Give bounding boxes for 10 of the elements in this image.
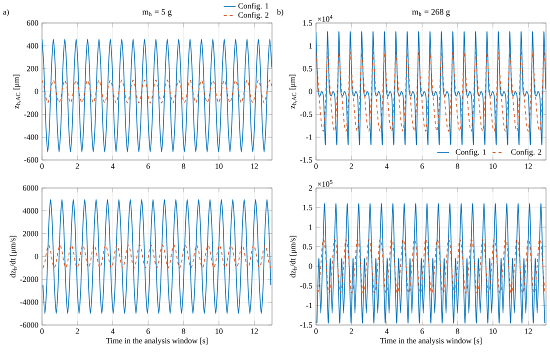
line-series <box>316 240 546 294</box>
line-series <box>42 80 272 104</box>
line-series <box>42 38 272 152</box>
line-series <box>316 203 546 324</box>
line-series <box>316 52 546 131</box>
line-series <box>42 244 272 268</box>
chart-title: m$_{h}$ = 5 g <box>142 9 172 16</box>
line-series <box>316 32 546 145</box>
chart-title: m$_{h}$ = 268 g <box>412 9 450 16</box>
line-series <box>42 199 272 314</box>
